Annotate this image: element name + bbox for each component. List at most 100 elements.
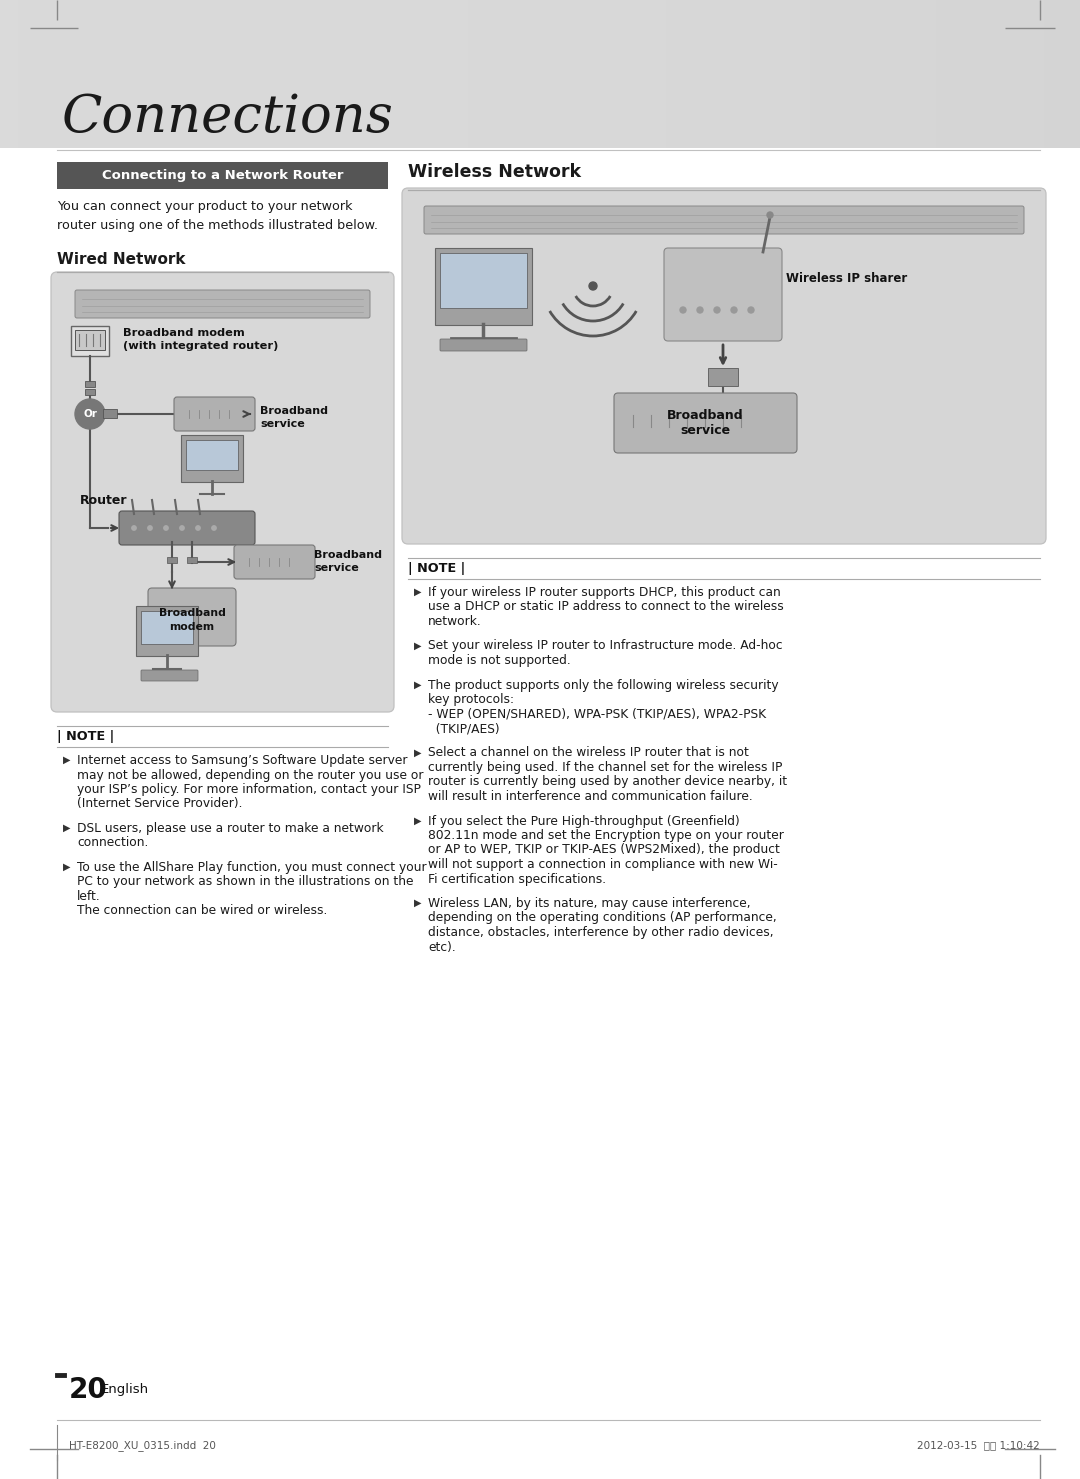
FancyBboxPatch shape bbox=[648, 0, 667, 148]
FancyBboxPatch shape bbox=[414, 0, 433, 148]
FancyBboxPatch shape bbox=[306, 0, 325, 148]
Text: service: service bbox=[680, 424, 730, 436]
FancyBboxPatch shape bbox=[288, 0, 307, 148]
FancyBboxPatch shape bbox=[51, 272, 394, 711]
Text: Router: Router bbox=[80, 494, 127, 507]
Text: depending on the operating conditions (AP performance,: depending on the operating conditions (A… bbox=[428, 911, 777, 924]
Text: mode is not supported.: mode is not supported. bbox=[428, 654, 570, 667]
Text: 802.11n mode and set the Encryption type on your router: 802.11n mode and set the Encryption type… bbox=[428, 830, 784, 842]
Circle shape bbox=[697, 308, 703, 314]
FancyBboxPatch shape bbox=[1008, 0, 1027, 148]
Text: Wireless LAN, by its nature, may cause interference,: Wireless LAN, by its nature, may cause i… bbox=[428, 896, 751, 910]
FancyBboxPatch shape bbox=[119, 512, 255, 544]
Text: Broadband: Broadband bbox=[666, 410, 743, 422]
FancyBboxPatch shape bbox=[378, 0, 397, 148]
FancyBboxPatch shape bbox=[828, 0, 847, 148]
FancyBboxPatch shape bbox=[882, 0, 901, 148]
FancyBboxPatch shape bbox=[103, 410, 117, 419]
Text: ▶: ▶ bbox=[414, 747, 421, 757]
FancyBboxPatch shape bbox=[504, 0, 523, 148]
FancyBboxPatch shape bbox=[708, 368, 738, 386]
FancyBboxPatch shape bbox=[216, 0, 235, 148]
FancyBboxPatch shape bbox=[594, 0, 613, 148]
FancyBboxPatch shape bbox=[664, 248, 782, 342]
FancyBboxPatch shape bbox=[424, 206, 1024, 234]
Text: Wireless Network: Wireless Network bbox=[408, 163, 581, 180]
FancyBboxPatch shape bbox=[108, 0, 127, 148]
FancyBboxPatch shape bbox=[486, 0, 505, 148]
FancyBboxPatch shape bbox=[540, 0, 559, 148]
Text: Or: Or bbox=[83, 410, 97, 419]
FancyBboxPatch shape bbox=[864, 0, 883, 148]
FancyBboxPatch shape bbox=[180, 0, 199, 148]
FancyBboxPatch shape bbox=[684, 0, 703, 148]
FancyBboxPatch shape bbox=[450, 0, 469, 148]
FancyBboxPatch shape bbox=[198, 0, 217, 148]
FancyBboxPatch shape bbox=[342, 0, 361, 148]
FancyBboxPatch shape bbox=[576, 0, 595, 148]
Text: You can connect your product to your network
router using one of the methods ill: You can connect your product to your net… bbox=[57, 200, 378, 232]
FancyBboxPatch shape bbox=[174, 396, 255, 430]
FancyBboxPatch shape bbox=[756, 0, 775, 148]
FancyBboxPatch shape bbox=[1062, 0, 1080, 148]
FancyBboxPatch shape bbox=[918, 0, 937, 148]
FancyBboxPatch shape bbox=[846, 0, 865, 148]
Circle shape bbox=[195, 527, 200, 529]
FancyBboxPatch shape bbox=[900, 0, 919, 148]
Circle shape bbox=[680, 308, 686, 314]
Text: DSL users, please use a router to make a network: DSL users, please use a router to make a… bbox=[77, 822, 383, 836]
FancyBboxPatch shape bbox=[167, 558, 177, 563]
Text: ▶: ▶ bbox=[414, 640, 421, 651]
Text: To use the AllShare Play function, you must connect your: To use the AllShare Play function, you m… bbox=[77, 861, 427, 874]
FancyBboxPatch shape bbox=[432, 0, 451, 148]
FancyBboxPatch shape bbox=[186, 439, 238, 470]
Text: Broadband: Broadband bbox=[159, 608, 226, 618]
Text: distance, obstacles, interference by other radio devices,: distance, obstacles, interference by oth… bbox=[428, 926, 773, 939]
FancyBboxPatch shape bbox=[234, 544, 315, 578]
Text: ▶: ▶ bbox=[414, 679, 421, 689]
Circle shape bbox=[767, 211, 773, 217]
Text: Wired Network: Wired Network bbox=[57, 251, 186, 268]
FancyBboxPatch shape bbox=[468, 0, 487, 148]
Text: will result in interference and communication failure.: will result in interference and communic… bbox=[428, 790, 753, 803]
FancyBboxPatch shape bbox=[162, 0, 181, 148]
FancyBboxPatch shape bbox=[71, 325, 109, 356]
Text: router is currently being used by another device nearby, it: router is currently being used by anothe… bbox=[428, 775, 787, 788]
Text: (Internet Service Provider).: (Internet Service Provider). bbox=[77, 797, 243, 810]
FancyBboxPatch shape bbox=[181, 435, 243, 482]
FancyBboxPatch shape bbox=[402, 188, 1047, 544]
FancyBboxPatch shape bbox=[720, 0, 739, 148]
FancyBboxPatch shape bbox=[57, 163, 388, 189]
Text: If your wireless IP router supports DHCP, this product can: If your wireless IP router supports DHCP… bbox=[428, 586, 781, 599]
Text: If you select the Pure High-throughput (Greenfield): If you select the Pure High-throughput (… bbox=[428, 815, 740, 827]
Text: may not be allowed, depending on the router you use or: may not be allowed, depending on the rou… bbox=[77, 769, 423, 781]
Circle shape bbox=[589, 282, 597, 290]
Text: (TKIP/AES): (TKIP/AES) bbox=[428, 722, 500, 735]
Circle shape bbox=[164, 527, 168, 529]
Text: ▶: ▶ bbox=[414, 898, 421, 908]
FancyBboxPatch shape bbox=[148, 589, 237, 646]
Text: Internet access to Samsung’s Software Update server: Internet access to Samsung’s Software Up… bbox=[77, 754, 407, 768]
FancyBboxPatch shape bbox=[141, 670, 198, 680]
Text: Set your wireless IP router to Infrastructure mode. Ad-hoc: Set your wireless IP router to Infrastru… bbox=[428, 639, 783, 652]
FancyBboxPatch shape bbox=[440, 253, 527, 308]
FancyBboxPatch shape bbox=[136, 606, 198, 657]
Text: PC to your network as shown in the illustrations on the: PC to your network as shown in the illus… bbox=[77, 876, 414, 889]
Text: Connecting to a Network Router: Connecting to a Network Router bbox=[102, 169, 343, 182]
FancyBboxPatch shape bbox=[440, 339, 527, 351]
FancyBboxPatch shape bbox=[435, 248, 532, 325]
FancyBboxPatch shape bbox=[252, 0, 271, 148]
Text: your ISP’s policy. For more information, contact your ISP: your ISP’s policy. For more information,… bbox=[77, 782, 421, 796]
Circle shape bbox=[132, 527, 136, 529]
FancyBboxPatch shape bbox=[702, 0, 721, 148]
Circle shape bbox=[748, 308, 754, 314]
FancyBboxPatch shape bbox=[36, 0, 55, 148]
FancyBboxPatch shape bbox=[85, 382, 95, 387]
FancyBboxPatch shape bbox=[234, 0, 253, 148]
Text: etc).: etc). bbox=[428, 941, 456, 954]
Text: ▶: ▶ bbox=[63, 822, 70, 833]
FancyBboxPatch shape bbox=[54, 0, 73, 148]
Text: Connections: Connections bbox=[62, 92, 394, 143]
FancyBboxPatch shape bbox=[144, 0, 163, 148]
FancyBboxPatch shape bbox=[187, 558, 197, 563]
